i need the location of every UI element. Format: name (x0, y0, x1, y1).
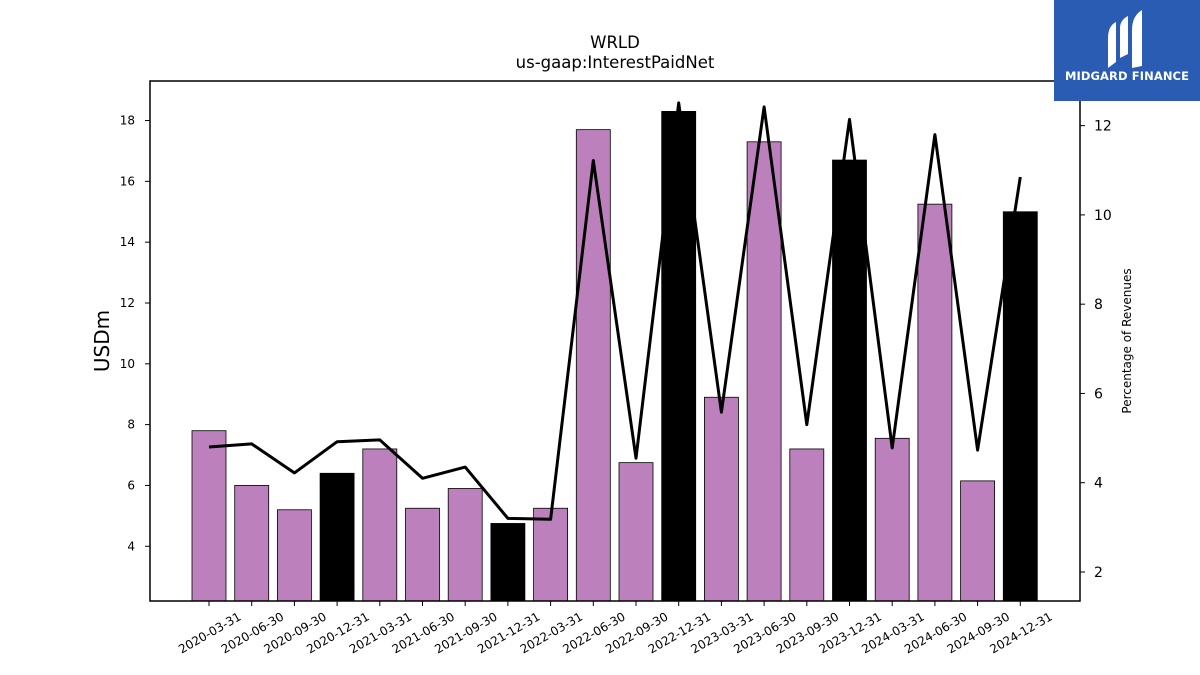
bar-2021-03-31 (362, 448, 398, 602)
chart-subtitle: us-gaap:InterestPaidNet (516, 53, 715, 72)
bar-2023-06-30 (746, 141, 782, 602)
y2-axis-label: Percentage of Revenues (1120, 268, 1134, 413)
y-tick-label: 6 (127, 478, 135, 492)
y-tick-label: 16 (120, 174, 135, 188)
y-tick-label: 4 (127, 539, 135, 553)
y2-tick-label: 2 (1094, 565, 1103, 581)
bar-2024-12-31 (1002, 211, 1038, 602)
left-axis: 4 6 8 10 12 14 16 18 (120, 114, 150, 553)
logo-mark-icon (1108, 10, 1142, 68)
bars-layer (191, 111, 1038, 602)
chart-title: WRLD (590, 33, 640, 52)
logo-text: MIDGARD FINANCE (1064, 69, 1190, 83)
bar-2020-03-31 (191, 430, 227, 602)
x-axis: 2020-03-312020-06-302020-09-302020-12-31… (176, 601, 1055, 656)
bar-2023-12-31 (832, 159, 867, 602)
bar-2024-03-31 (874, 437, 910, 602)
bar-2022-09-30 (618, 462, 654, 602)
bar-2023-09-30 (789, 448, 825, 602)
y-tick-label: 18 (120, 114, 135, 128)
y2-tick-label: 10 (1094, 208, 1112, 224)
bar-2023-03-31 (704, 396, 739, 602)
bar-2020-06-30 (234, 485, 270, 602)
y-axis-label: USDm (90, 310, 114, 372)
y2-tick-label: 12 (1094, 119, 1112, 135)
y2-tick-label: 6 (1094, 386, 1103, 402)
bar-2022-06-30 (575, 129, 611, 602)
y-tick-label: 8 (127, 418, 135, 432)
bar-2020-09-30 (276, 509, 312, 602)
bar-2021-09-30 (447, 488, 483, 602)
bar-2020-12-31 (319, 472, 355, 602)
plot-frame (149, 80, 1081, 602)
bar-2022-03-31 (533, 507, 568, 602)
brand-logo: MIDGARD FINANCE (1054, 0, 1200, 101)
y2-tick-label: 8 (1094, 297, 1103, 313)
bar-2021-06-30 (405, 507, 440, 602)
y-tick-label: 10 (120, 357, 135, 371)
y-tick-label: 14 (120, 235, 135, 249)
bar-2024-09-30 (960, 480, 995, 602)
right-axis: 2 4 6 8 10 12 (1080, 119, 1112, 581)
bar-2021-12-31 (490, 523, 526, 602)
line-layer (208, 101, 1022, 521)
y-tick-label: 12 (120, 296, 135, 310)
bar-2024-06-30 (917, 203, 953, 602)
y2-tick-label: 4 (1094, 476, 1103, 492)
percentage-line (208, 101, 1022, 521)
